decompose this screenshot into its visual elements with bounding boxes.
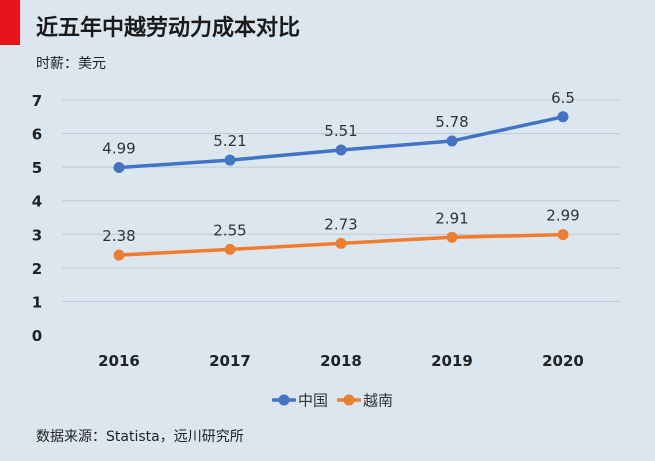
data-point: [335, 144, 347, 156]
x-tick-label: 2017: [209, 352, 251, 370]
data-label: 5.78: [435, 113, 468, 131]
data-label: 2.99: [546, 207, 579, 225]
y-tick-label: 6: [32, 126, 42, 144]
data-label: 4.99: [102, 139, 135, 157]
data-point: [557, 111, 569, 123]
data-label: 2.73: [324, 215, 357, 233]
data-point: [224, 154, 236, 166]
y-tick-label: 3: [32, 226, 42, 244]
chart-subtitle: 时薪：美元: [36, 56, 106, 72]
data-label: 2.91: [435, 209, 468, 227]
data-label: 6.5: [551, 89, 575, 107]
data-label: 2.38: [102, 227, 135, 245]
data-point: [335, 237, 347, 249]
y-tick-label: 5: [32, 159, 42, 177]
accent-bar: [0, 0, 20, 45]
source-note: 数据来源：Statista，远川研究所: [36, 429, 244, 445]
y-tick-label: 2: [32, 260, 42, 278]
data-label: 5.21: [213, 132, 246, 150]
data-point: [446, 231, 458, 243]
data-label: 5.51: [324, 122, 357, 140]
y-tick-label: 1: [32, 293, 42, 311]
y-tick-label: 0: [32, 327, 42, 345]
x-tick-label: 2018: [320, 352, 362, 370]
data-point: [224, 243, 236, 255]
legend-label: 中国: [298, 392, 328, 410]
data-point: [113, 161, 125, 173]
data-label: 2.55: [213, 221, 246, 239]
data-point: [446, 135, 458, 147]
data-point: [557, 229, 569, 241]
data-point: [113, 249, 125, 261]
y-tick-label: 7: [32, 92, 42, 110]
chart-title: 近五年中越劳动力成本对比: [36, 16, 301, 41]
y-tick-label: 4: [32, 193, 42, 211]
x-tick-label: 2019: [431, 352, 473, 370]
legend-label: 越南: [363, 392, 393, 410]
legend-swatch-marker: [343, 394, 355, 406]
x-tick-label: 2016: [98, 352, 140, 370]
x-tick-label: 2020: [542, 352, 584, 370]
legend-swatch-marker: [278, 394, 290, 406]
